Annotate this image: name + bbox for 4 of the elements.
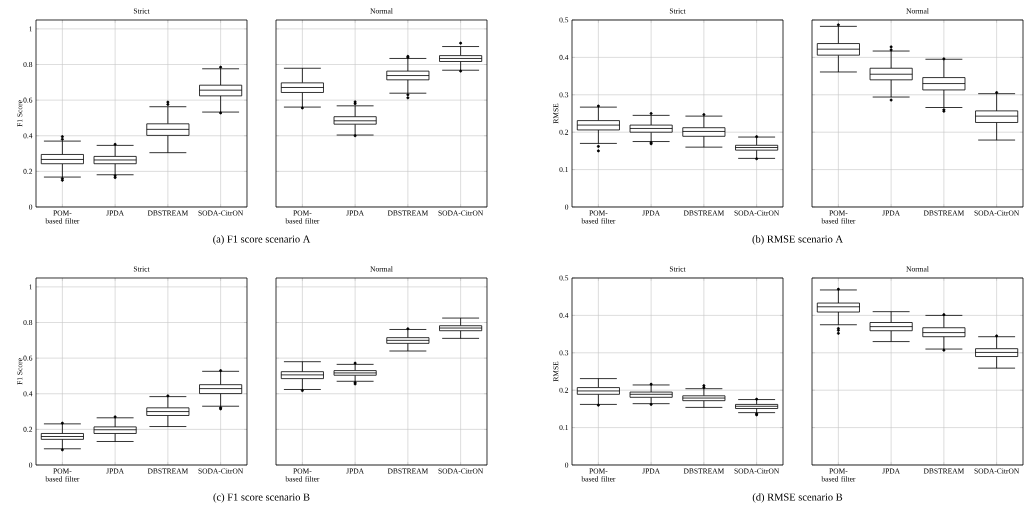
text: (b) RMSE scenario A — [752, 235, 843, 245]
text: (a) F1 score scenario A — [213, 235, 311, 245]
text: (d) RMSE scenario B — [752, 493, 843, 503]
text: (c) F1 score scenario B — [213, 493, 310, 503]
